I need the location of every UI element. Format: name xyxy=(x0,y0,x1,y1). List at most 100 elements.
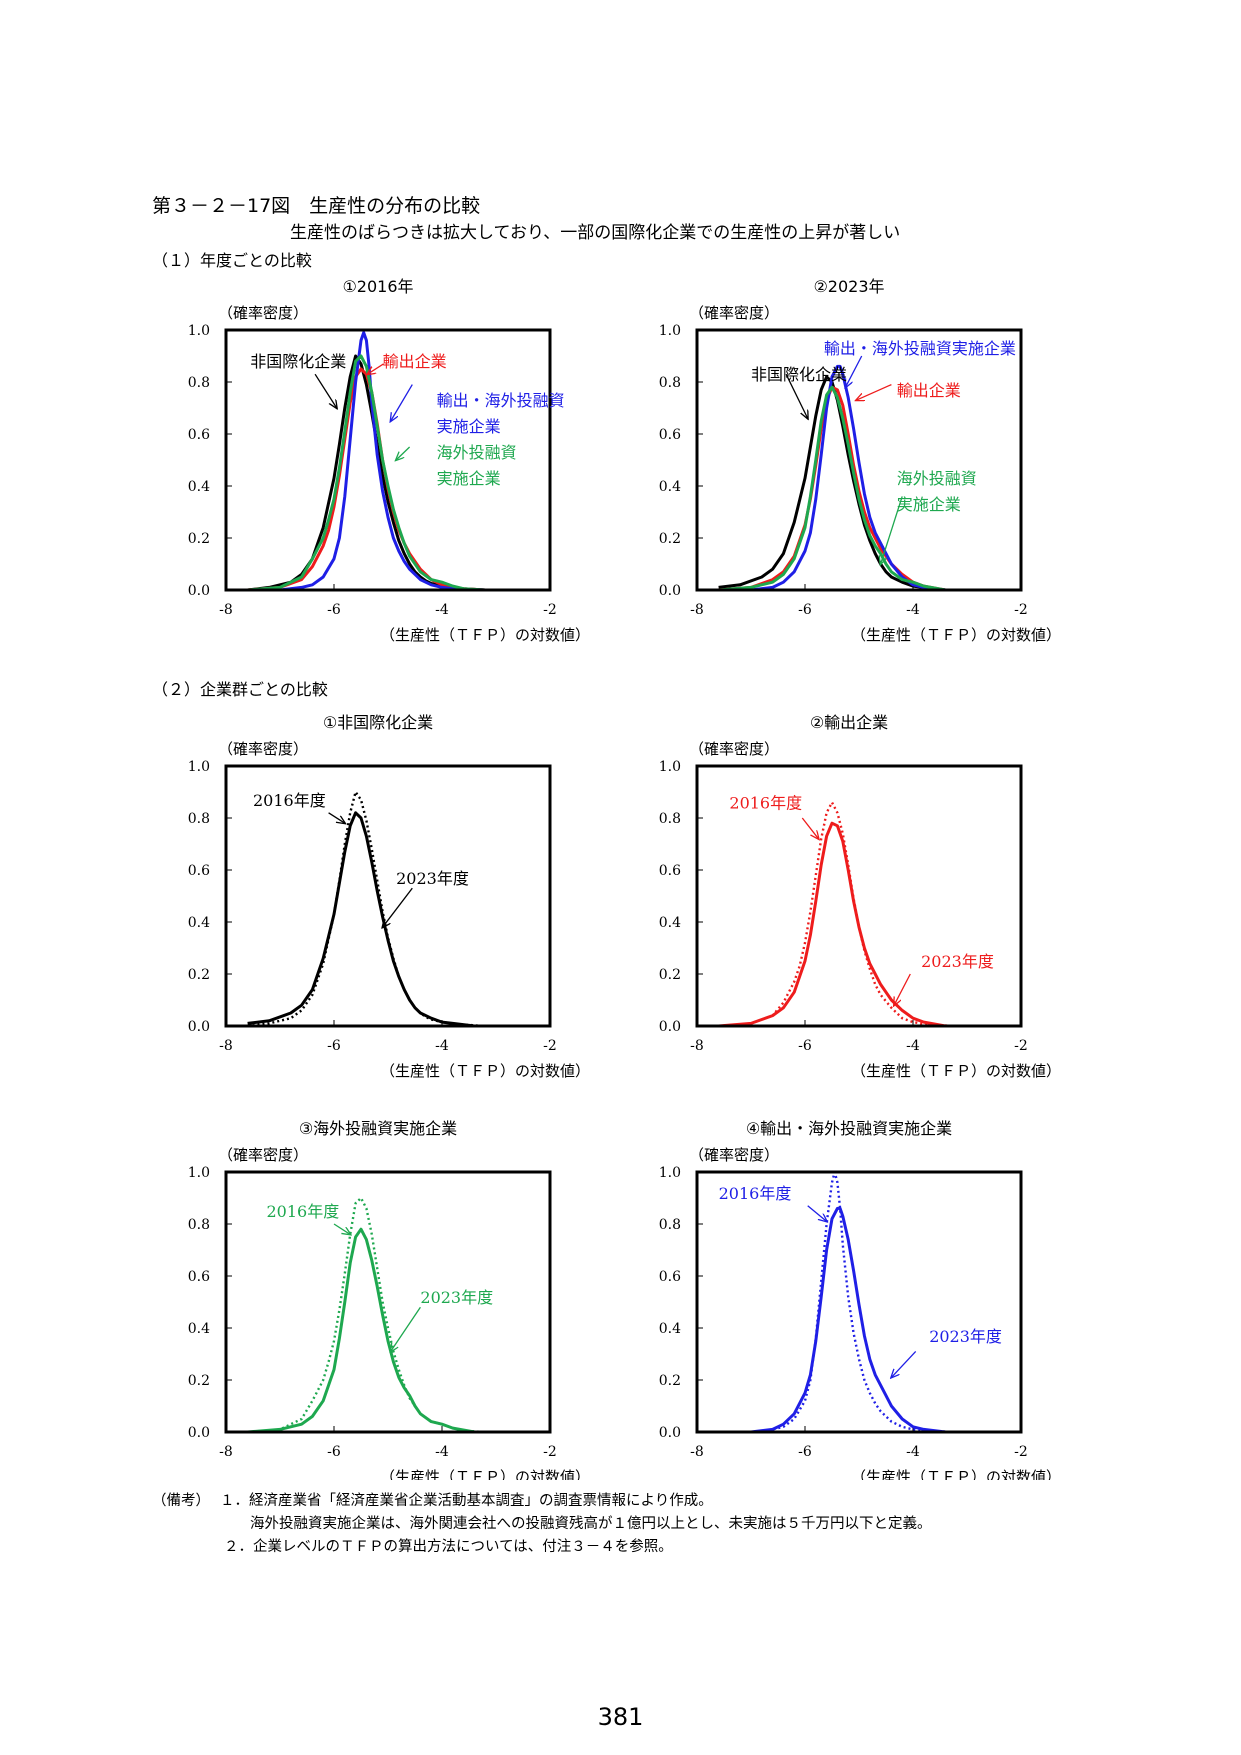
plot-frame xyxy=(695,764,1023,1028)
annotation-label: 2023年度 xyxy=(420,1288,493,1307)
plot-frame xyxy=(224,1170,552,1434)
y-axis-label: （確率密度） xyxy=(218,1146,308,1164)
section-label-yearly: （１）年度ごとの比較 xyxy=(152,251,312,270)
annotation-arrow xyxy=(367,363,385,374)
x-tick-label: -8 xyxy=(690,1444,704,1460)
y-tick-label: 0.4 xyxy=(188,479,210,495)
y-tick-label: 0.2 xyxy=(659,531,681,547)
notes-head: （備考） xyxy=(152,1493,210,1509)
annotation-label: 実施企業 xyxy=(437,417,501,436)
annotation-label: 輸出・海外投融資実施企業 xyxy=(824,339,1016,358)
annotation-arrow xyxy=(328,812,345,823)
y-tick-label: 0.0 xyxy=(659,583,681,599)
annotation-label: 海外投融資 xyxy=(897,469,977,488)
x-tick-label: -4 xyxy=(435,602,449,618)
chart-title: ①2016年 xyxy=(342,277,413,296)
y-tick-label: 0.8 xyxy=(188,811,210,827)
y-tick-label: 0.4 xyxy=(659,1321,681,1337)
x-tick-label: -6 xyxy=(798,1444,812,1460)
y-tick-label: 1.0 xyxy=(659,759,681,775)
y-tick-label: 0.6 xyxy=(188,863,210,879)
x-tick-label: -8 xyxy=(690,1038,704,1054)
x-tick-label: -6 xyxy=(798,602,812,618)
annotation-arrow xyxy=(846,355,863,387)
annotation-arrow xyxy=(785,373,808,418)
y-tick-label: 0.8 xyxy=(659,375,681,391)
y-tick-label: 0.0 xyxy=(659,1425,681,1441)
x-tick-label: -6 xyxy=(327,1038,341,1054)
chart-title: ②輸出企業 xyxy=(810,713,888,732)
series-line xyxy=(718,375,946,590)
x-axis-label: （生産性（ＴＦＰ）の対数値） xyxy=(380,1468,590,1480)
page-number: 381 xyxy=(597,1703,644,1731)
x-axis-label: （生産性（ＴＦＰ）の対数値） xyxy=(851,1468,1061,1480)
annotation-label: 2016年度 xyxy=(267,1202,340,1221)
annotation-arrow xyxy=(333,1223,350,1234)
series-line xyxy=(247,790,486,1026)
y-tick-label: 0.6 xyxy=(659,427,681,443)
annotation-label: 2023年度 xyxy=(396,869,469,888)
y-tick-label: 0.2 xyxy=(659,967,681,983)
series-line xyxy=(247,1196,486,1432)
x-tick-label: -2 xyxy=(1014,1038,1028,1054)
annotation-arrow xyxy=(881,496,903,564)
x-tick-label: -2 xyxy=(543,602,557,618)
series-line xyxy=(718,801,957,1026)
annotation-label: 2023年度 xyxy=(929,1327,1002,1346)
note-line-3: ２．企業レベルのＴＦＰの算出方法については、付注３－４を参照。 xyxy=(224,1539,673,1555)
figure-title: 第３－２－17図 生産性の分布の比較 xyxy=(152,195,481,217)
y-tick-label: 0.6 xyxy=(659,863,681,879)
x-axis-label: （生産性（ＴＦＰ）の対数値） xyxy=(851,626,1061,644)
y-tick-label: 0.8 xyxy=(188,375,210,391)
series-line xyxy=(247,1227,475,1432)
series-line xyxy=(718,821,946,1026)
chart-c2: ②2023年 （確率密度） （生産性（ＴＦＰ）の対数値） 0.0 0.2 0.4 0.6 0.… xyxy=(659,277,1061,644)
y-axis-label: （確率密度） xyxy=(689,740,779,758)
annotation-label: 実施企業 xyxy=(897,495,961,514)
x-tick-label: -2 xyxy=(543,1444,557,1460)
chart-title: ②2023年 xyxy=(813,277,884,296)
x-tick-label: -4 xyxy=(906,602,920,618)
y-tick-label: 0.0 xyxy=(188,583,210,599)
y-tick-label: 0.8 xyxy=(659,1217,681,1233)
y-tick-label: 1.0 xyxy=(659,323,681,339)
chart-title: ③海外投融資実施企業 xyxy=(299,1119,457,1138)
y-tick-label: 1.0 xyxy=(188,323,210,339)
x-axis-label: （生産性（ＴＦＰ）の対数値） xyxy=(380,1062,590,1080)
section-label-groups: （２）企業群ごとの比較 xyxy=(152,680,328,699)
annotation-arrow xyxy=(807,1205,827,1222)
notes: （備考） １．経済産業省「経済産業省企業活動基本調査」の調査票情報により作成。 海… xyxy=(152,1490,932,1559)
y-tick-label: 0.6 xyxy=(188,427,210,443)
x-tick-label: -4 xyxy=(435,1444,449,1460)
y-tick-label: 0.4 xyxy=(659,915,681,931)
charts-canvas: ①2016年 （確率密度） （生産性（ＴＦＰ）の対数値） 0.0 0.2 0.4 0.6 0.… xyxy=(188,277,1061,1480)
annotation-label: 海外投融資 xyxy=(437,443,517,462)
x-tick-label: -6 xyxy=(798,1038,812,1054)
series-line xyxy=(718,385,946,590)
series-line xyxy=(718,364,946,590)
annotation-arrow xyxy=(894,973,911,1005)
x-tick-label: -8 xyxy=(219,1444,233,1460)
y-tick-label: 0.2 xyxy=(188,1373,210,1389)
annotation-label: 2016年度 xyxy=(253,791,326,810)
chart-title: ④輸出・海外投融資実施企業 xyxy=(746,1119,952,1138)
y-tick-label: 0.2 xyxy=(659,1373,681,1389)
y-tick-label: 0.4 xyxy=(188,915,210,931)
series-line xyxy=(718,1206,946,1432)
chart-c5: ③海外投融資実施企業 （確率密度） （生産性（ＴＦＰ）の対数値） 0.0 0.2 0.4 0… xyxy=(188,1119,590,1480)
y-tick-label: 0.8 xyxy=(188,1217,210,1233)
annotation-arrow xyxy=(396,446,411,460)
series-line xyxy=(247,354,486,590)
y-tick-label: 0.4 xyxy=(188,1321,210,1337)
annotation-arrow xyxy=(314,373,337,408)
annotation-arrow xyxy=(856,384,892,401)
y-tick-label: 0.0 xyxy=(188,1425,210,1441)
chart-c4: ②輸出企業 （確率密度） （生産性（ＴＦＰ）の対数値） 0.0 0.2 0.4 0.6 0.8… xyxy=(659,713,1061,1080)
figure-subtitle: 生産性のばらつきは拡大しており、一部の国際化企業での生産性の上昇が著しい xyxy=(290,223,901,243)
annotation-label: 非国際化企業 xyxy=(250,352,346,371)
y-tick-label: 1.0 xyxy=(188,759,210,775)
y-axis-label: （確率密度） xyxy=(689,1146,779,1164)
note-line-1: １．経済産業省「経済産業省企業活動基本調査」の調査票情報により作成。 xyxy=(220,1493,713,1509)
y-axis-label: （確率密度） xyxy=(689,304,779,322)
y-tick-label: 0.6 xyxy=(188,1269,210,1285)
